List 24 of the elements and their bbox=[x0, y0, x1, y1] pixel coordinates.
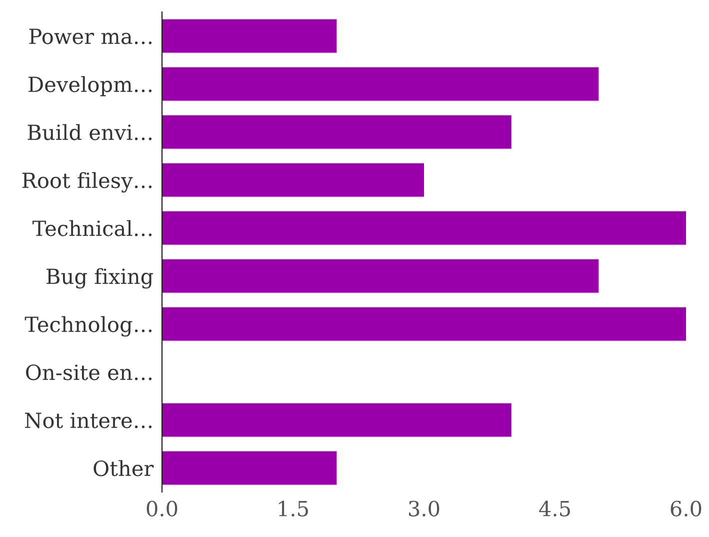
y-tick-label: On-site en… bbox=[26, 364, 152, 380]
bar bbox=[162, 115, 512, 149]
x-tick-label: 6.0 bbox=[670, 500, 702, 516]
bar bbox=[162, 67, 599, 101]
y-tick-label: Build envi… bbox=[28, 124, 152, 140]
bar bbox=[162, 451, 337, 485]
bar bbox=[162, 259, 599, 293]
bar bbox=[162, 211, 686, 245]
x-tick-label: 1.5 bbox=[278, 500, 308, 516]
y-tick-label: Technical… bbox=[32, 220, 152, 236]
y-tick-label: Power ma… bbox=[29, 28, 152, 44]
bar bbox=[162, 403, 512, 437]
bar bbox=[162, 307, 686, 341]
y-tick-label: Other bbox=[94, 460, 154, 476]
y-tick-label: Root filesy… bbox=[22, 172, 152, 193]
y-tick-label: Not intere… bbox=[25, 412, 152, 428]
x-tick-label: 0.0 bbox=[146, 500, 178, 516]
y-tick-label: Developm… bbox=[28, 76, 152, 96]
bar bbox=[162, 163, 424, 197]
y-tick-label: Technolog… bbox=[24, 316, 152, 337]
bar bbox=[162, 19, 337, 53]
y-tick-label: Bug fixing bbox=[46, 268, 154, 289]
x-tick-label: 4.5 bbox=[539, 500, 570, 516]
x-tick-label: 3.0 bbox=[409, 500, 440, 516]
